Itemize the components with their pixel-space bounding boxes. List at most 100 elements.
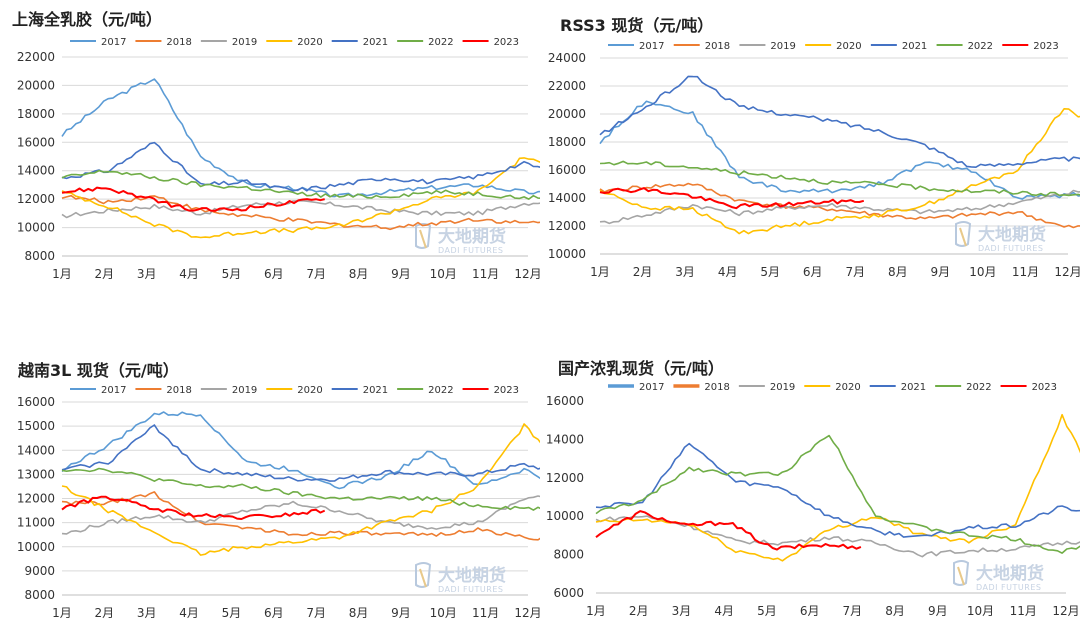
y-tick-label: 13000 <box>17 467 55 481</box>
x-tick-label: 1月 <box>586 604 606 618</box>
x-tick-label: 2月 <box>633 265 653 279</box>
x-tick-label: 5月 <box>760 265 780 279</box>
x-tick-label: 9月 <box>391 606 411 620</box>
x-tick-label: 4月 <box>179 267 199 281</box>
series-line-2022 <box>61 467 540 511</box>
chart-title: RSS3 现货（元/吨） <box>560 16 714 35</box>
series-line-2020 <box>599 108 1080 235</box>
x-tick-label: 10月 <box>969 265 996 279</box>
watermark-subtext: DADI FUTURES <box>438 585 503 594</box>
x-tick-label: 12月 <box>1052 604 1079 618</box>
x-tick-label: 2月 <box>629 604 649 618</box>
x-tick-label: 7月 <box>306 606 326 620</box>
series-line-2018 <box>599 182 1080 229</box>
y-tick-label: 8000 <box>553 548 584 562</box>
watermark-logo <box>953 560 970 586</box>
x-tick-label: 3月 <box>675 265 695 279</box>
legend-label: 2018 <box>704 382 729 393</box>
y-tick-label: 14000 <box>548 191 586 205</box>
legend-label: 2020 <box>297 385 322 396</box>
x-tick-label: 4月 <box>718 265 738 279</box>
x-tick-label: 6月 <box>803 265 823 279</box>
legend-label: 2017 <box>639 382 664 393</box>
watermark-logo <box>415 562 432 588</box>
legend-label: 2018 <box>166 385 191 396</box>
x-tick-label: 1月 <box>590 265 610 279</box>
watermark-logo <box>955 221 972 247</box>
y-tick-label: 10000 <box>17 221 55 235</box>
legend-label: 2022 <box>968 41 993 52</box>
chart-panel-rss3: RSS3 现货（元/吨） 10000 12000 14000 16000 18000 20… <box>540 0 1080 319</box>
legend-label: 2019 <box>232 37 257 48</box>
legend-label: 2017 <box>101 37 126 48</box>
y-tick-label: 20000 <box>17 78 55 92</box>
x-tick-label: 9月 <box>928 604 948 618</box>
y-tick-label: 16000 <box>17 135 55 149</box>
x-tick-label: 7月 <box>843 604 863 618</box>
x-tick-label: 7月 <box>306 267 326 281</box>
y-tick-label: 14000 <box>17 164 55 178</box>
x-tick-label: 4月 <box>179 606 199 620</box>
x-tick-label: 6月 <box>264 606 284 620</box>
watermark-subtext: DADI FUTURES <box>978 244 1043 253</box>
series-line-2020 <box>61 423 540 556</box>
y-tick-label: 9000 <box>24 564 55 578</box>
legend-label: 2019 <box>770 41 795 52</box>
legend-label: 2022 <box>428 37 453 48</box>
y-tick-label: 8000 <box>24 249 55 263</box>
y-tick-label: 11000 <box>17 516 55 530</box>
legend-label: 2018 <box>705 41 730 52</box>
legend-label: 2019 <box>770 382 795 393</box>
legend-label: 2017 <box>101 385 126 396</box>
x-tick-label: 8月 <box>349 606 369 620</box>
legend-label: 2017 <box>639 41 664 52</box>
x-tick-label: 11月 <box>472 606 499 620</box>
chart-svg-shanghai: 8000 10000 12000 14000 16000 18000 20000 22000 1… <box>17 37 540 281</box>
y-tick-label: 16000 <box>17 395 55 409</box>
series-line-2023 <box>61 495 326 520</box>
x-tick-label: 10月 <box>430 606 457 620</box>
legend-label: 2021 <box>902 41 927 52</box>
chart-title: 国产浓乳现货（元/吨） <box>558 359 724 378</box>
chart-panel-vietnam: 越南3L 现货（元/吨） 8000 9000 10000 11000 12000 1300… <box>0 319 540 638</box>
series-line-2021 <box>61 424 540 482</box>
x-tick-label: 5月 <box>757 604 777 618</box>
y-tick-label: 10000 <box>548 247 586 261</box>
y-tick-label: 22000 <box>17 50 55 64</box>
series-line-2022 <box>595 434 1080 554</box>
x-tick-label: 7月 <box>845 265 865 279</box>
y-tick-label: 14000 <box>546 432 584 446</box>
legend-label: 2022 <box>428 385 453 396</box>
x-tick-label: 1月 <box>52 267 72 281</box>
x-tick-label: 8月 <box>888 265 908 279</box>
watermark-text: 大地期货 <box>438 565 506 586</box>
series-line-2021 <box>595 442 1080 538</box>
legend-label: 2018 <box>166 37 191 48</box>
series-line-2023 <box>61 186 325 212</box>
chart-panel-shanghai: 上海全乳胶（元/吨） 8000 10000 12000 14000 16000 18000… <box>0 0 540 319</box>
watermark-text: 大地期货 <box>978 224 1046 245</box>
y-tick-label: 12000 <box>546 471 584 485</box>
x-tick-label: 3月 <box>672 604 692 618</box>
y-tick-label: 15000 <box>17 419 55 433</box>
series-line-2023 <box>595 510 862 551</box>
y-tick-label: 12000 <box>17 192 55 206</box>
x-tick-label: 9月 <box>931 265 951 279</box>
chart-title: 越南3L 现货（元/吨） <box>18 361 179 380</box>
legend-label: 2020 <box>836 41 861 52</box>
chart-svg-domestic: 6000 8000 10000 12000 14000 16000 1月 2月 3月 4月 5月 6月… <box>546 382 1080 618</box>
x-tick-label: 12月 <box>514 606 540 620</box>
series-line-2017 <box>599 100 1080 200</box>
x-tick-label: 3月 <box>137 606 157 620</box>
legend-label: 2021 <box>363 385 388 396</box>
series-line-2019 <box>61 199 540 219</box>
x-tick-label: 12月 <box>514 267 540 281</box>
x-tick-label: 10月 <box>430 267 457 281</box>
y-tick-label: 22000 <box>548 79 586 93</box>
legend-label: 2020 <box>297 37 322 48</box>
legend-label: 2020 <box>835 382 860 393</box>
y-tick-label: 12000 <box>17 492 55 506</box>
x-tick-label: 11月 <box>472 267 499 281</box>
legend-label: 2021 <box>363 37 388 48</box>
x-tick-label: 11月 <box>1010 604 1037 618</box>
